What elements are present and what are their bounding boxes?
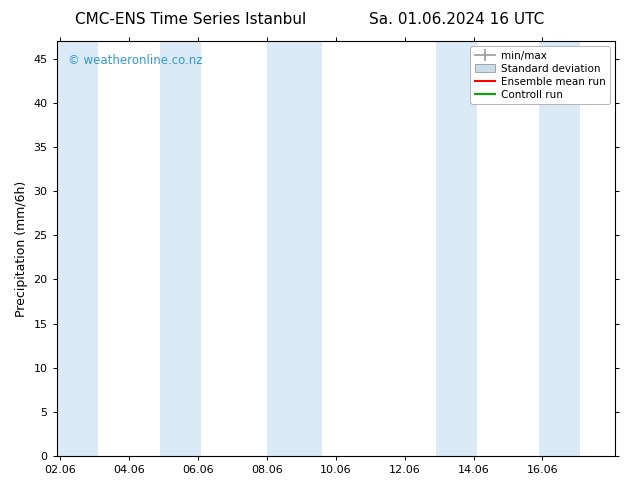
Y-axis label: Precipitation (mm/6h): Precipitation (mm/6h): [15, 180, 28, 317]
Bar: [56, 41, 98, 456]
Legend: min/max, Standard deviation, Ensemble mean run, Controll run: min/max, Standard deviation, Ensemble me…: [470, 47, 610, 104]
Bar: [267, 41, 322, 456]
Bar: [436, 41, 477, 456]
Bar: [160, 41, 202, 456]
Text: Sa. 01.06.2024 16 UTC: Sa. 01.06.2024 16 UTC: [369, 12, 544, 27]
Text: © weatheronline.co.nz: © weatheronline.co.nz: [68, 54, 202, 67]
Text: CMC-ENS Time Series Istanbul: CMC-ENS Time Series Istanbul: [75, 12, 306, 27]
Bar: [539, 41, 580, 456]
